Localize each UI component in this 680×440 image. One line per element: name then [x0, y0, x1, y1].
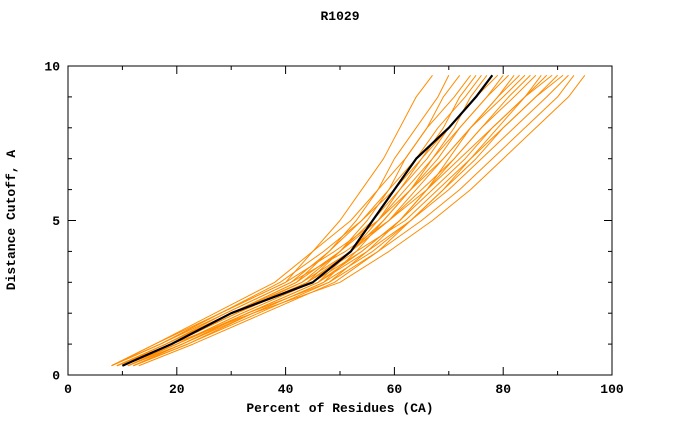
- x-tick-label: 20: [169, 382, 185, 397]
- model-curve: [111, 74, 471, 367]
- model-curve: [122, 74, 548, 367]
- axis-ticks: [67, 65, 613, 376]
- x-tick-label: 60: [387, 382, 403, 397]
- tick-labels: 0 20 40 60 80 100 0 5 10: [44, 60, 624, 398]
- model-curve: [127, 74, 504, 367]
- y-tick-label: 5: [52, 214, 60, 229]
- model-curve: [127, 74, 477, 367]
- model-curve: [116, 74, 564, 367]
- model-curve: [122, 74, 493, 367]
- model-curve: [116, 75, 450, 367]
- x-axis-label: Percent of Residues (CA): [246, 401, 433, 416]
- model-curve: [127, 74, 531, 367]
- reference-curve: [121, 74, 494, 367]
- model-curve: [111, 74, 553, 367]
- model-curve: [122, 74, 520, 367]
- model-curve: [122, 74, 575, 367]
- chart-title: R1029: [320, 9, 359, 24]
- model-curve: [111, 74, 526, 367]
- model-curve: [111, 74, 499, 367]
- model-curve: [122, 74, 461, 367]
- x-tick-label: 0: [64, 382, 72, 397]
- model-curves: [111, 74, 586, 367]
- y-axis-label: Distance Cutoff, A: [4, 150, 19, 291]
- x-tick-label: 40: [278, 382, 294, 397]
- model-curve: [116, 74, 482, 367]
- model-curve: [116, 74, 586, 367]
- y-tick-label: 10: [44, 60, 60, 75]
- model-curve: [111, 74, 433, 367]
- model-curve: [133, 74, 488, 367]
- model-curve: [116, 74, 509, 367]
- y-tick-label: 0: [52, 369, 60, 384]
- x-tick-label: 80: [495, 382, 511, 397]
- model-curve: [116, 74, 537, 367]
- x-tick-label: 100: [600, 382, 624, 397]
